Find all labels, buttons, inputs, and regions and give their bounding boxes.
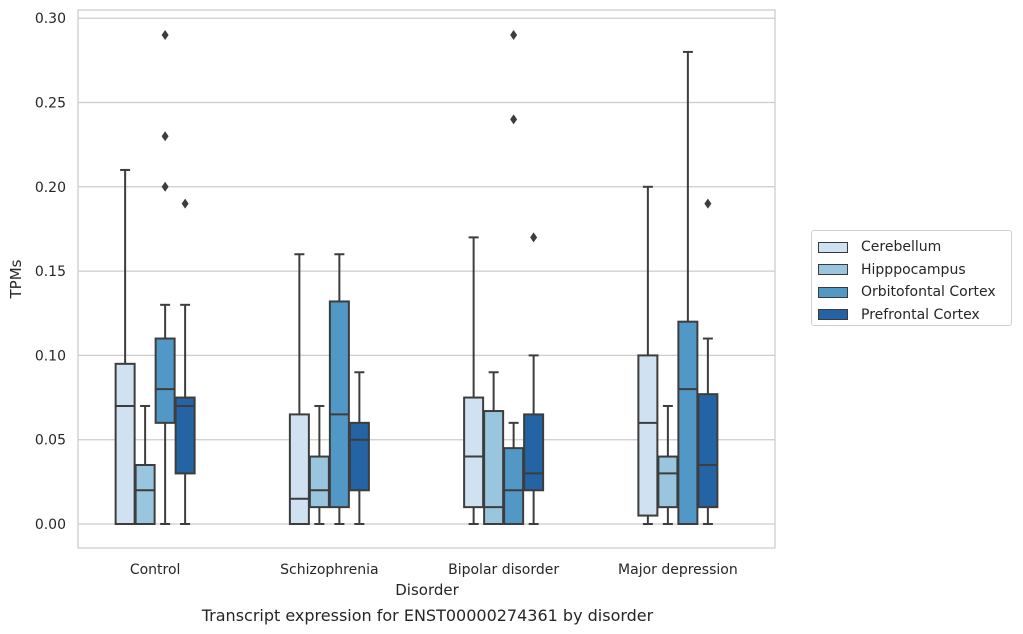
outlier-point bbox=[704, 198, 712, 209]
box-body bbox=[463, 396, 485, 509]
x-tick-label: Control bbox=[130, 562, 181, 578]
legend-swatch bbox=[818, 286, 848, 298]
box-body bbox=[328, 300, 350, 509]
outlier-point bbox=[161, 30, 169, 41]
legend-label: Orbitofontal Cortex bbox=[861, 284, 996, 301]
legend-swatch bbox=[818, 264, 848, 276]
x-tick-label: Major depression bbox=[618, 562, 738, 578]
x-tick-label: Bipolar disorder bbox=[448, 562, 559, 578]
box-body bbox=[114, 362, 136, 525]
y-tick-label: 0.05 bbox=[35, 433, 66, 449]
box-2-0 bbox=[463, 236, 485, 525]
outlier-point bbox=[161, 131, 169, 142]
y-tick-label: 0.00 bbox=[35, 517, 66, 533]
box-3-1 bbox=[657, 404, 679, 525]
legend-swatch bbox=[818, 241, 848, 253]
legend-item: Orbitofontal Cortex bbox=[818, 281, 1011, 304]
legend-label: Prefrontal Cortex bbox=[861, 306, 980, 323]
box-1-3 bbox=[348, 371, 370, 525]
box-3-0 bbox=[637, 185, 659, 525]
outlier-point bbox=[181, 198, 189, 209]
box-3-2 bbox=[677, 50, 699, 525]
legend-label: Hipppocampus bbox=[861, 261, 966, 278]
box-1-0 bbox=[288, 253, 310, 525]
box-2-3 bbox=[523, 232, 545, 525]
outlier-point bbox=[510, 114, 518, 125]
x-tick-label: Schizophrenia bbox=[280, 562, 378, 578]
legend-label: Cerebellum bbox=[861, 239, 942, 256]
outlier-point bbox=[161, 181, 169, 192]
box-0-1 bbox=[134, 404, 156, 525]
plot-area-frame bbox=[77, 9, 776, 549]
box-body bbox=[677, 320, 699, 525]
y-axis-ticks: 0.00 0.05 0.10 0.15 0.20 0.25 0.30 bbox=[35, 11, 66, 533]
legend-swatch bbox=[818, 309, 848, 321]
y-tick-label: 0.10 bbox=[35, 348, 66, 364]
box-0-0 bbox=[114, 168, 136, 525]
x-axis-ticks: Control Schizophrenia Bipolar disorder Majo… bbox=[130, 562, 738, 578]
outlier-point bbox=[510, 30, 518, 41]
outlier-point bbox=[530, 232, 538, 243]
y-axis-label: TPMs bbox=[7, 259, 25, 299]
box-body bbox=[637, 354, 659, 517]
box-groups bbox=[114, 30, 719, 526]
y-tick-label: 0.15 bbox=[35, 264, 66, 280]
box-1-1 bbox=[308, 404, 330, 525]
legend-item: Prefrontal Cortex bbox=[818, 304, 1011, 327]
y-tick-label: 0.30 bbox=[35, 11, 66, 27]
box-body bbox=[523, 413, 545, 492]
box-body bbox=[288, 413, 310, 525]
box-0-3 bbox=[174, 198, 196, 525]
box-body bbox=[348, 421, 370, 492]
box-2-1 bbox=[483, 371, 505, 525]
chart-legend: Cerebellum Hipppocampus Orbitofontal Corte… bbox=[811, 230, 1012, 326]
box-body bbox=[154, 337, 176, 424]
box-body bbox=[134, 463, 156, 525]
legend-item: Hipppocampus bbox=[818, 259, 1011, 282]
box-body bbox=[697, 393, 719, 509]
box-1-2 bbox=[328, 253, 350, 525]
box-0-2 bbox=[154, 30, 176, 525]
y-tick-label: 0.20 bbox=[35, 180, 66, 196]
legend-item: Cerebellum bbox=[818, 236, 1011, 259]
box-body bbox=[308, 455, 330, 509]
y-tick-label: 0.25 bbox=[35, 96, 66, 112]
box-body bbox=[174, 396, 196, 475]
chart-caption: Transcript expression for ENST0000027436… bbox=[201, 606, 654, 625]
x-axis-label: Disorder bbox=[395, 581, 459, 599]
box-body bbox=[657, 455, 679, 509]
box-body bbox=[503, 447, 525, 526]
box-3-3 bbox=[697, 198, 719, 525]
box-2-2 bbox=[503, 30, 525, 526]
